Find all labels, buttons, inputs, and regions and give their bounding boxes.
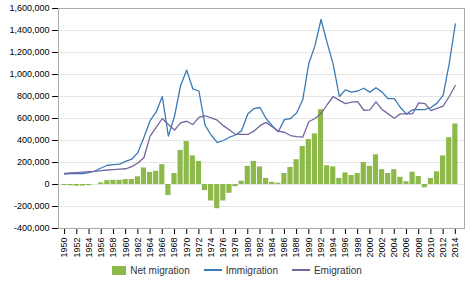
- svg-text:1966: 1966: [157, 238, 167, 258]
- svg-text:1950: 1950: [59, 238, 69, 258]
- svg-text:1982: 1982: [255, 238, 265, 258]
- svg-text:1960: 1960: [121, 238, 131, 258]
- svg-text:1952: 1952: [72, 238, 82, 258]
- svg-text:1998: 1998: [353, 238, 363, 258]
- svg-text:1988: 1988: [291, 238, 301, 258]
- svg-text:1958: 1958: [108, 238, 118, 258]
- svg-text:800,000: 800,000: [17, 91, 50, 101]
- svg-text:2008: 2008: [414, 238, 424, 258]
- svg-text:1984: 1984: [267, 238, 277, 258]
- svg-text:2002: 2002: [377, 238, 387, 258]
- svg-text:-400,000: -400,000: [14, 223, 50, 233]
- svg-text:1956: 1956: [96, 238, 106, 258]
- svg-text:2006: 2006: [401, 238, 411, 258]
- html-text:Emigration: Emigration: [314, 264, 362, 276]
- svg-text:1978: 1978: [230, 238, 240, 258]
- svg-text:600,000: 600,000: [17, 113, 50, 123]
- svg-text:1986: 1986: [279, 238, 289, 258]
- svg-text:1974: 1974: [206, 238, 216, 258]
- svg-text:1962: 1962: [133, 238, 143, 258]
- svg-text:0: 0: [44, 179, 49, 189]
- svg-text:1992: 1992: [316, 238, 326, 258]
- svg-text:2004: 2004: [389, 238, 399, 258]
- svg-text:1996: 1996: [340, 238, 350, 258]
- svg-text:1994: 1994: [328, 238, 338, 258]
- svg-text:200,000: 200,000: [17, 157, 50, 167]
- html-text:Net migration: Net migration: [130, 264, 190, 276]
- svg-text:1990: 1990: [304, 238, 314, 258]
- html-text:Immigration: Immigration: [225, 264, 278, 276]
- svg-text:-200,000: -200,000: [14, 201, 50, 211]
- svg-text:1972: 1972: [194, 238, 204, 258]
- svg-text:1976: 1976: [218, 238, 228, 258]
- svg-text:1,600,000: 1,600,000: [9, 3, 49, 13]
- svg-text:2014: 2014: [450, 238, 460, 258]
- svg-text:400,000: 400,000: [17, 135, 50, 145]
- svg-text:1,200,000: 1,200,000: [9, 47, 49, 57]
- svg-text:1954: 1954: [84, 238, 94, 258]
- svg-text:1968: 1968: [169, 238, 179, 258]
- svg-text:1970: 1970: [182, 238, 192, 258]
- svg-text:2000: 2000: [365, 238, 375, 258]
- svg-text:2012: 2012: [438, 238, 448, 258]
- svg-text:1,400,000: 1,400,000: [9, 25, 49, 35]
- svg-text:2010: 2010: [426, 238, 436, 258]
- svg-text:1980: 1980: [243, 238, 253, 258]
- svg-text:1964: 1964: [145, 238, 155, 258]
- svg-text:1,000,000: 1,000,000: [9, 69, 49, 79]
